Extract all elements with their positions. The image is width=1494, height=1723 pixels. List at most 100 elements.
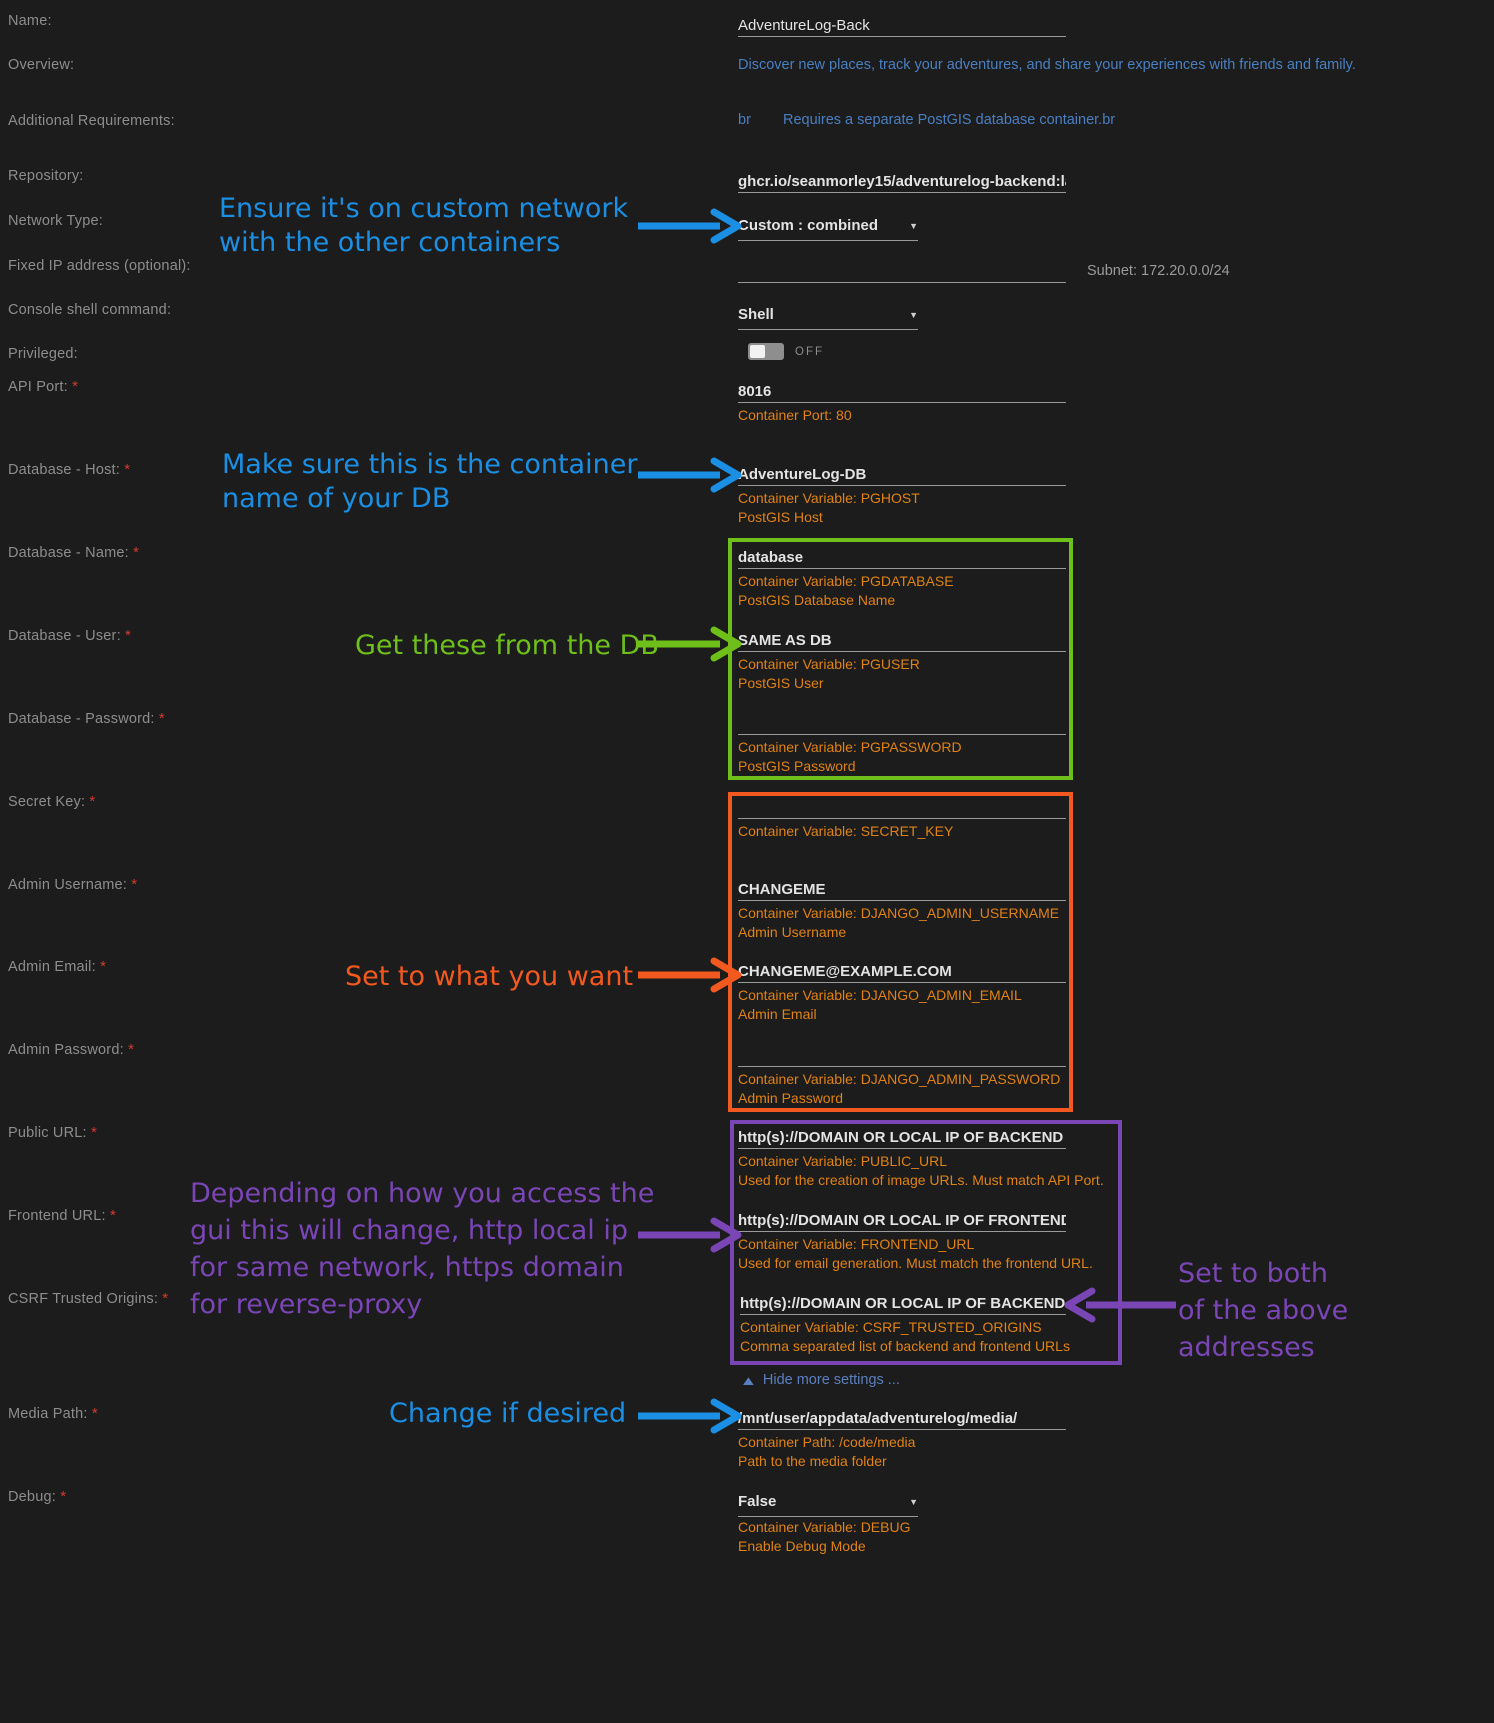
repository-underline bbox=[738, 192, 1066, 193]
public-url-hint-desc: Used for the creation of image URLs. Mus… bbox=[738, 1172, 1104, 1188]
toggle-knob bbox=[750, 345, 765, 358]
required-marker: * bbox=[128, 1041, 135, 1058]
network-type-underline bbox=[738, 240, 918, 241]
label-public-url: Public URL: * bbox=[8, 1124, 98, 1141]
db-password-hint-variable: Container Variable: PGPASSWORD bbox=[738, 739, 962, 755]
label-frontend-url: Frontend URL: * bbox=[8, 1207, 116, 1224]
debug-hint-variable: Container Variable: DEBUG bbox=[738, 1519, 911, 1535]
console-shell-select[interactable]: Shell ▼ bbox=[738, 306, 918, 330]
annotation-dbhost-line2: name of your DB bbox=[222, 483, 451, 514]
annotation-urls-line2: gui this will change, http local ip bbox=[190, 1215, 629, 1246]
frontend-url-input[interactable]: http(s)://DOMAIN OR LOCAL IP OF FRONTEND bbox=[738, 1212, 1066, 1229]
media-path-input[interactable]: /mnt/user/appdata/adventurelog/media/ bbox=[738, 1410, 1018, 1427]
fixed-ip-input[interactable] bbox=[738, 262, 1066, 282]
arrow-dbhost-icon bbox=[638, 457, 742, 493]
public-url-field-group: http(s)://DOMAIN OR LOCAL IP OF BACKEND … bbox=[738, 1128, 1104, 1190]
toggle-track[interactable] bbox=[748, 343, 784, 360]
label-api-port: API Port: * bbox=[8, 378, 79, 395]
db-password-underline bbox=[738, 734, 1066, 735]
db-host-input[interactable]: AdventureLog-DB bbox=[738, 466, 867, 483]
debug-hint-desc: Enable Debug Mode bbox=[738, 1538, 866, 1554]
required-marker: * bbox=[125, 627, 132, 644]
db-name-underline bbox=[738, 568, 1066, 569]
additional-req-br: br bbox=[738, 112, 751, 128]
fixed-ip-field-group bbox=[738, 262, 1066, 283]
subnet-text: Subnet: 172.20.0.0/24 bbox=[1087, 263, 1230, 279]
name-input[interactable]: AdventureLog-Back bbox=[738, 17, 870, 34]
db-user-hint-variable: Container Variable: PGUSER bbox=[738, 656, 920, 672]
label-secret-key: Secret Key: * bbox=[8, 793, 96, 810]
network-type-value: Custom : combined bbox=[738, 217, 879, 234]
db-host-field-group: AdventureLog-DB Container Variable: PGHO… bbox=[738, 465, 1066, 527]
admin-password-input[interactable] bbox=[738, 1046, 1066, 1066]
chevron-down-icon: ▼ bbox=[909, 1497, 918, 1507]
api-port-input[interactable]: 8016 bbox=[738, 383, 772, 400]
db-password-hint-desc: PostGIS Password bbox=[738, 758, 856, 774]
chevron-down-icon: ▼ bbox=[909, 310, 918, 320]
admin-username-input[interactable]: CHANGEME bbox=[738, 881, 826, 898]
required-marker: * bbox=[158, 710, 165, 727]
api-port-hint: Container Port: 80 bbox=[738, 407, 852, 423]
public-url-hint-variable: Container Variable: PUBLIC_URL bbox=[738, 1153, 948, 1169]
db-name-input[interactable]: database bbox=[738, 549, 804, 566]
db-host-underline bbox=[738, 485, 1066, 486]
csrf-input[interactable]: http(s)://DOMAIN OR LOCAL IP OF BACKEND.… bbox=[740, 1295, 1066, 1312]
annotation-network-text: Ensure it's on custom network with the o… bbox=[219, 192, 628, 260]
label-admin-email: Admin Email: * bbox=[8, 958, 107, 975]
db-host-hint-desc: PostGIS Host bbox=[738, 509, 823, 525]
db-password-input[interactable] bbox=[738, 714, 1066, 734]
required-marker: * bbox=[89, 793, 96, 810]
annotation-urls-line3: for same network, https domain bbox=[190, 1252, 624, 1283]
frontend-url-field-group: http(s)://DOMAIN OR LOCAL IP OF FRONTEND… bbox=[738, 1211, 1093, 1273]
network-type-select[interactable]: Custom : combined ▼ bbox=[738, 217, 918, 241]
db-password-field-group: Container Variable: PGPASSWORD PostGIS P… bbox=[738, 714, 1066, 776]
annotation-urls-text: Depending on how you access the gui this… bbox=[190, 1175, 654, 1323]
label-admin-password: Admin Password: * bbox=[8, 1041, 135, 1058]
label-network-type: Network Type: bbox=[8, 213, 104, 229]
repository-field-group: ghcr.io/seanmorley15/adventurelog-backen… bbox=[738, 172, 1066, 193]
secret-key-field-group: Container Variable: SECRET_KEY bbox=[738, 798, 1066, 841]
db-user-underline bbox=[738, 651, 1066, 652]
db-user-input[interactable]: SAME AS DB bbox=[738, 632, 832, 649]
media-path-underline bbox=[738, 1429, 1066, 1430]
frontend-url-hint-desc: Used for email generation. Must match th… bbox=[738, 1255, 1093, 1271]
admin-username-hint-desc: Admin Username bbox=[738, 924, 847, 940]
arrow-dbgroup-icon bbox=[638, 626, 742, 662]
admin-username-field-group: CHANGEME Container Variable: DJANGO_ADMI… bbox=[738, 880, 1066, 942]
required-marker: * bbox=[91, 1124, 98, 1141]
arrow-network-icon bbox=[638, 208, 742, 244]
required-marker: * bbox=[133, 544, 140, 561]
hide-more-settings-link[interactable]: ▲ Hide more settings ... bbox=[739, 1372, 899, 1388]
secret-key-input[interactable] bbox=[738, 798, 1066, 818]
api-port-field-group: 8016 Container Port: 80 bbox=[738, 382, 1066, 425]
admin-username-underline bbox=[738, 900, 1066, 901]
public-url-underline bbox=[738, 1148, 1066, 1149]
annotation-dbhost-text: Make sure this is the container name of … bbox=[222, 448, 637, 516]
required-marker: * bbox=[124, 461, 131, 478]
chevron-up-icon: ▲ bbox=[739, 1372, 758, 1388]
admin-password-hint-desc: Admin Password bbox=[738, 1090, 844, 1106]
annotation-urls-line4: for reverse-proxy bbox=[190, 1289, 423, 1320]
repository-input[interactable]: ghcr.io/seanmorley15/adventurelog-backen… bbox=[738, 173, 1066, 190]
csrf-underline bbox=[740, 1314, 1066, 1315]
label-database-name: Database - Name: * bbox=[8, 544, 140, 561]
annotation-network-line1: Ensure it's on custom network bbox=[219, 193, 629, 224]
db-name-hint-variable: Container Variable: PGDATABASE bbox=[738, 573, 954, 589]
annotation-admin-line1: Set to what you want bbox=[345, 961, 634, 992]
required-marker: * bbox=[60, 1488, 67, 1505]
annotation-media-text: Change if desired bbox=[389, 1397, 626, 1431]
annotation-network-line2: with the other containers bbox=[219, 227, 561, 258]
public-url-input[interactable]: http(s)://DOMAIN OR LOCAL IP OF BACKEND bbox=[738, 1129, 1064, 1146]
label-admin-username: Admin Username: * bbox=[8, 876, 138, 893]
admin-password-hint-variable: Container Variable: DJANGO_ADMIN_PASSWOR… bbox=[738, 1071, 1061, 1087]
admin-email-field-group: CHANGEME@EXAMPLE.COM Container Variable:… bbox=[738, 962, 1066, 1024]
admin-username-hint-variable: Container Variable: DJANGO_ADMIN_USERNAM… bbox=[738, 905, 1060, 921]
console-shell-underline bbox=[738, 329, 918, 330]
annotation-admin-text: Set to what you want bbox=[345, 960, 633, 994]
label-console-shell: Console shell command: bbox=[8, 302, 172, 318]
debug-select[interactable]: False ▼ bbox=[738, 1493, 918, 1517]
privileged-toggle[interactable]: OFF bbox=[748, 343, 824, 360]
admin-email-input[interactable]: CHANGEME@EXAMPLE.COM bbox=[738, 963, 952, 980]
required-marker: * bbox=[91, 1405, 98, 1422]
